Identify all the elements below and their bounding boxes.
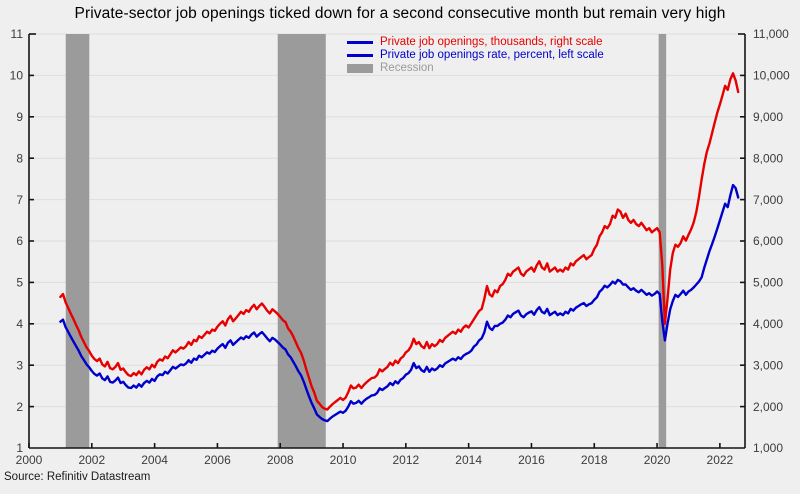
right-axis-tick-label: 11,000 [753, 27, 789, 41]
openings-series-line [59, 72, 740, 411]
right-axis-tick-label: 8,000 [753, 151, 783, 165]
right-axis-tick-label: 3,000 [753, 358, 783, 372]
legend-label-recession: Recession [380, 62, 434, 74]
left-axis-tick-label: 9 [16, 110, 23, 124]
recession-band [65, 34, 90, 448]
right-axis-tick-label: 7,000 [753, 193, 783, 207]
legend-item-rate: Private job openings rate, percent, left… [347, 49, 604, 62]
right-axis-tick-label: 9,000 [753, 110, 783, 124]
right-axis-tick-label: 5,000 [753, 276, 783, 290]
left-axis-tick-label: 7 [16, 193, 23, 207]
x-axis-tick-label: 2006 [204, 453, 231, 467]
right-axis-tick-label: 2,000 [753, 400, 783, 414]
x-axis-tick-label: 2014 [455, 453, 482, 467]
x-axis-tick-label: 2010 [330, 453, 357, 467]
chart-title: Private-sector job openings ticked down … [74, 5, 726, 22]
right-axis-tick-label: 1,000 [753, 441, 783, 455]
rate-line-swatch [347, 54, 373, 57]
x-axis-tick-label: 2000 [16, 453, 43, 467]
x-axis-tick-label: 2012 [392, 453, 419, 467]
legend-item-openings: Private job openings, thousands, right s… [347, 36, 604, 49]
left-axis-tick-label: 5 [16, 276, 23, 290]
legend-label-openings: Private job openings, thousands, right s… [380, 36, 603, 48]
left-axis-tick-label: 4 [16, 317, 23, 331]
chart-legend: Private job openings, thousands, right s… [347, 36, 604, 75]
x-axis-tick-label: 2004 [141, 453, 168, 467]
left-axis-tick-label: 10 [10, 69, 24, 83]
source-note: Source: Refinitiv Datastream [4, 471, 151, 483]
openings-line-swatch [347, 41, 373, 44]
left-axis-tick-label: 3 [16, 358, 23, 372]
recession-band [277, 34, 326, 448]
x-axis-tick-label: 2002 [78, 453, 105, 467]
legend-item-recession: Recession [347, 62, 604, 75]
left-axis-tick-label: 8 [16, 151, 23, 165]
right-axis-tick-label: 10,000 [753, 69, 790, 83]
x-axis-tick-label: 2008 [267, 453, 294, 467]
x-axis-tick-label: 2020 [644, 453, 671, 467]
right-axis-tick-label: 4,000 [753, 317, 783, 331]
left-axis-tick-label: 1 [16, 441, 23, 455]
x-axis-tick-label: 2018 [581, 453, 608, 467]
openings-rate-series-line [59, 183, 740, 423]
legend-label-rate: Private job openings rate, percent, left… [380, 49, 604, 61]
left-axis-tick-label: 6 [16, 234, 23, 248]
left-axis-tick-label: 2 [16, 400, 23, 414]
x-axis-tick-label: 2022 [707, 453, 734, 467]
recession-swatch [347, 64, 373, 73]
recession-band [658, 34, 667, 448]
x-axis-tick-label: 2016 [518, 453, 545, 467]
right-axis-tick-label: 6,000 [753, 234, 783, 248]
left-axis-tick-label: 11 [11, 27, 24, 41]
